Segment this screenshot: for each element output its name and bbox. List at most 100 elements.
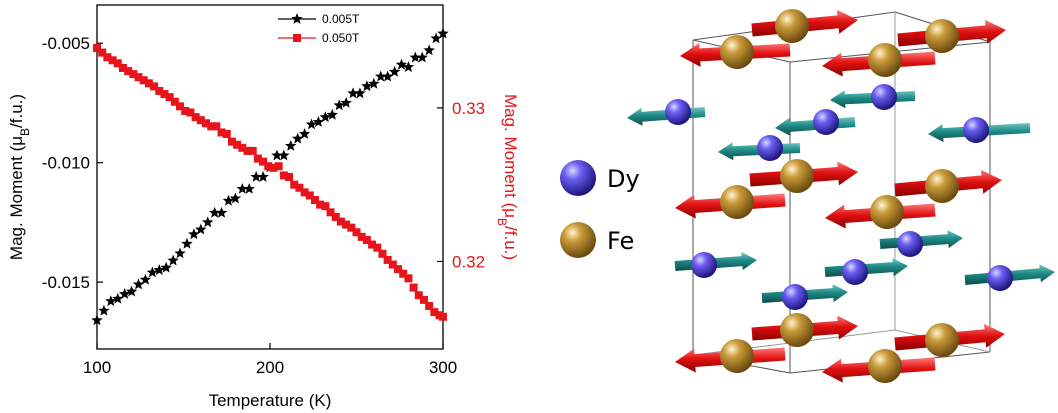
data-point-star: [167, 254, 179, 266]
data-point-square: [181, 106, 190, 115]
data-point-star: [195, 223, 207, 235]
data-point-star: [250, 171, 262, 182]
plot-frame: [96, 4, 444, 350]
data-point-star: [326, 108, 338, 120]
data-point-square: [139, 76, 148, 85]
data-point-star: [375, 70, 387, 82]
data-point-square: [279, 171, 288, 180]
data-point-square: [300, 188, 309, 197]
data-point-square: [383, 255, 392, 264]
data-point-square: [124, 67, 133, 76]
data-point-square: [129, 70, 138, 79]
data-point-star: [174, 247, 186, 259]
magnetization-chart: 100 200 300 -0.005 -0.010 -0.015 0.33 0.32 0.00…: [7, 4, 520, 410]
data-point-star: [361, 80, 373, 92]
data-point-star: [91, 314, 103, 326]
data-point-star: [368, 77, 380, 89]
atoms-and-spins: [627, 9, 1055, 383]
dy-atom: [782, 284, 808, 310]
dy-atom: [897, 231, 923, 257]
right-axis-title: Mag. Moment (μB/f.u.): [495, 94, 520, 260]
legend-label-0.050T: 0.050T: [322, 31, 360, 45]
data-point-square: [347, 223, 356, 232]
fe-atom: [780, 159, 814, 193]
data-point-star: [381, 70, 394, 82]
data-point-square: [196, 116, 205, 125]
data-point-star: [416, 51, 428, 63]
x-axis-title: Temperature (K): [209, 391, 332, 410]
data-point-square: [191, 113, 200, 122]
dy-atom: [987, 265, 1013, 291]
data-point-star: [388, 65, 401, 77]
left-tick-label: -0.010: [42, 154, 90, 173]
data-point-square: [212, 122, 221, 131]
data-point-square: [207, 122, 216, 131]
data-point-square: [305, 191, 314, 200]
fe-atom: [780, 313, 814, 347]
dy-atom: [691, 252, 717, 278]
data-point-star: [125, 285, 138, 297]
fe-atom: [925, 169, 959, 203]
data-point-square: [290, 180, 299, 189]
data-point-star: [395, 58, 408, 70]
data-point-star: [146, 266, 159, 278]
data-point-square: [243, 146, 252, 155]
data-point-square: [336, 217, 345, 226]
data-point-star: [160, 261, 172, 273]
data-point-star: [285, 139, 297, 151]
data-point-star: [423, 44, 435, 56]
data-point-square: [227, 137, 236, 146]
data-point-square: [233, 140, 242, 149]
data-point-star: [112, 292, 124, 304]
data-point-star: [354, 87, 366, 99]
x-tick-label: 100: [83, 358, 111, 377]
data-point-square: [186, 108, 195, 117]
data-point-square: [285, 173, 294, 181]
fe-atom: [720, 339, 754, 373]
data-point-square: [316, 200, 325, 209]
data-point-star: [181, 237, 193, 249]
data-point-square: [217, 128, 226, 137]
dy-atom: [963, 117, 989, 143]
data-point-square: [118, 63, 127, 72]
data-point-square: [326, 208, 335, 217]
data-point-square: [201, 119, 210, 128]
data-point-star: [305, 118, 318, 130]
data-point-square: [425, 302, 434, 310]
data-point-square: [264, 162, 273, 171]
data-point-star: [229, 192, 242, 204]
data-point-square: [352, 228, 361, 237]
data-point-star: [132, 278, 145, 290]
data-point-square: [310, 196, 319, 205]
data-point-square: [439, 312, 447, 321]
data-point-square: [388, 260, 397, 269]
fe-atom: [775, 9, 809, 43]
data-point-star: [202, 216, 214, 228]
data-point-star: [271, 149, 283, 161]
data-point-square: [259, 157, 268, 166]
fe-atom-icon: [560, 222, 596, 258]
data-point-star: [98, 304, 110, 316]
fe-atom: [870, 195, 904, 229]
data-point-square: [409, 283, 418, 292]
data-point-star: [236, 182, 249, 194]
data-point-square: [165, 93, 174, 102]
data-point-star: [430, 32, 442, 44]
data-point-square: [248, 146, 257, 155]
data-point-square: [253, 154, 262, 163]
legend-star-icon: [291, 13, 303, 24]
fe-atom: [720, 185, 754, 219]
data-point-star: [298, 128, 311, 139]
dy-atom-icon: [560, 160, 596, 196]
x-tick-label: 300: [429, 358, 457, 377]
data-point-square: [103, 53, 112, 62]
data-point-star: [291, 132, 304, 144]
data-point-square: [134, 73, 143, 82]
axis-ticks: 100 200 300 -0.005 -0.010 -0.015 0.33 0.32: [42, 34, 485, 377]
dy-atom: [757, 135, 783, 161]
data-point-star: [222, 194, 235, 206]
data-point-star: [257, 171, 269, 182]
data-point-star: [278, 149, 290, 161]
left-tick-label: -0.005: [42, 34, 90, 53]
series-0.050T-markers: [93, 44, 447, 321]
